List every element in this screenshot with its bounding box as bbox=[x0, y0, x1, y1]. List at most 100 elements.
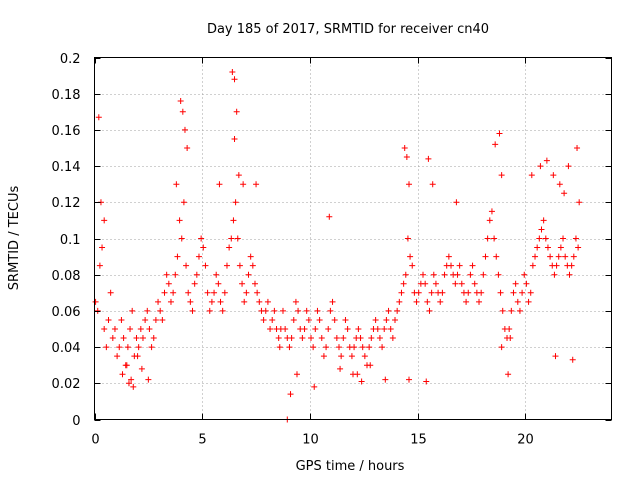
data-point bbox=[229, 68, 236, 75]
data-point bbox=[432, 280, 439, 287]
data-point bbox=[170, 289, 177, 296]
data-point bbox=[575, 244, 582, 251]
data-point bbox=[221, 289, 228, 296]
data-point bbox=[529, 262, 536, 269]
data-point bbox=[94, 307, 101, 314]
data-point bbox=[195, 253, 202, 260]
data-point bbox=[172, 271, 179, 278]
data-point bbox=[452, 280, 459, 287]
data-point bbox=[185, 289, 192, 296]
data-point bbox=[437, 298, 444, 305]
data-point bbox=[217, 298, 224, 305]
data-point bbox=[228, 235, 235, 242]
data-point bbox=[415, 289, 422, 296]
data-point bbox=[114, 353, 121, 360]
data-point bbox=[534, 244, 541, 251]
data-point bbox=[301, 326, 308, 332]
data-point bbox=[394, 307, 401, 314]
data-point bbox=[355, 326, 362, 332]
data-point bbox=[344, 326, 351, 332]
data-point bbox=[422, 280, 429, 287]
data-point bbox=[335, 344, 342, 351]
data-point bbox=[409, 262, 416, 269]
data-point bbox=[498, 172, 505, 179]
data-point bbox=[361, 353, 368, 360]
data-point bbox=[286, 344, 293, 351]
data-point bbox=[402, 271, 409, 278]
data-points bbox=[92, 68, 583, 423]
data-point bbox=[532, 253, 539, 260]
data-point bbox=[174, 253, 181, 260]
data-point bbox=[498, 344, 505, 351]
data-point bbox=[351, 344, 358, 351]
data-point bbox=[508, 307, 515, 314]
data-point bbox=[400, 280, 407, 287]
data-point bbox=[135, 344, 142, 351]
data-point bbox=[428, 289, 435, 296]
data-point bbox=[542, 235, 549, 242]
data-point bbox=[396, 298, 403, 305]
data-point bbox=[219, 307, 226, 314]
data-point bbox=[314, 307, 321, 314]
data-point bbox=[525, 298, 532, 305]
data-point bbox=[555, 253, 562, 260]
x-tick-label: 10 bbox=[302, 433, 319, 448]
data-point bbox=[213, 271, 220, 278]
x-axis-label: GPS time / hours bbox=[296, 459, 405, 474]
data-point bbox=[453, 199, 460, 206]
data-point bbox=[424, 298, 431, 305]
data-point bbox=[323, 344, 330, 351]
data-point bbox=[251, 280, 258, 287]
data-point bbox=[232, 199, 239, 206]
y-axis-label: SRMTID / TECUs bbox=[7, 186, 22, 291]
data-point bbox=[505, 371, 512, 378]
data-point bbox=[181, 126, 188, 133]
data-point bbox=[340, 335, 347, 342]
data-point bbox=[316, 316, 323, 323]
data-point bbox=[456, 262, 463, 269]
data-point bbox=[439, 289, 446, 296]
data-point bbox=[129, 307, 136, 314]
data-point bbox=[342, 316, 349, 323]
data-point bbox=[389, 335, 396, 342]
data-point bbox=[441, 271, 448, 278]
data-point bbox=[138, 365, 145, 372]
data-point bbox=[305, 316, 312, 323]
data-point bbox=[536, 235, 543, 242]
data-point bbox=[216, 181, 223, 188]
data-point bbox=[496, 130, 503, 137]
data-point bbox=[165, 280, 172, 287]
data-point bbox=[234, 235, 241, 242]
data-point bbox=[566, 271, 573, 278]
data-point bbox=[570, 253, 577, 260]
data-point bbox=[521, 271, 528, 278]
data-point bbox=[134, 353, 141, 360]
y-tick-label: 0.02 bbox=[52, 377, 81, 392]
data-point bbox=[348, 353, 355, 360]
data-point bbox=[130, 383, 137, 390]
data-point bbox=[482, 253, 489, 260]
data-point bbox=[528, 172, 535, 179]
data-point bbox=[230, 217, 237, 224]
data-point bbox=[267, 326, 274, 332]
data-point bbox=[167, 298, 174, 305]
data-point bbox=[293, 371, 300, 378]
data-point bbox=[198, 235, 205, 242]
data-point bbox=[303, 307, 310, 314]
data-point bbox=[516, 307, 523, 314]
x-tick-label: 0 bbox=[91, 433, 99, 448]
data-point bbox=[173, 181, 180, 188]
data-point bbox=[264, 298, 271, 305]
data-point bbox=[116, 344, 123, 351]
data-point bbox=[497, 289, 504, 296]
data-point bbox=[423, 378, 430, 385]
data-point bbox=[191, 280, 198, 287]
data-point bbox=[484, 235, 491, 242]
data-point bbox=[288, 335, 295, 342]
data-point bbox=[256, 298, 263, 305]
data-point bbox=[119, 371, 126, 378]
data-point bbox=[111, 326, 118, 332]
data-point bbox=[338, 353, 345, 360]
data-point bbox=[247, 253, 254, 260]
data-point bbox=[231, 135, 238, 142]
